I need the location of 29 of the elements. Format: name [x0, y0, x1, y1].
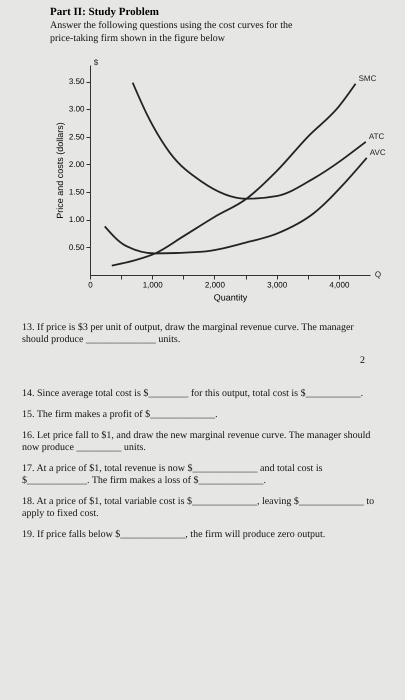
x-tick-label: 0 [88, 280, 94, 290]
y-tick-label: 2.50 [68, 132, 86, 142]
series-label: AVC [370, 148, 386, 157]
series-label: ATC [368, 132, 384, 141]
text: 19. If price falls below $_____________, the firm will produce zero output. [22, 529, 326, 541]
annotation: $ [94, 58, 99, 67]
text: 17. At a price of $1, total revenue is now $_____________ and total cost is $____________. The firm makes a loss of $_____________. [22, 463, 324, 487]
y-tick-label: 3.00 [68, 104, 86, 114]
y-tick-label: 3.50 [68, 77, 86, 86]
series-label: SMC [358, 74, 377, 83]
y-tick-label: 1.00 [68, 215, 86, 224]
x-tick-label: 2,000 [204, 280, 226, 290]
y-axis-title: Price and costs (dollars) [54, 122, 65, 219]
x-axis-title: Quantity [214, 292, 248, 302]
text: 16. Let price fall to $1, and draw the new marginal revenue curve. The manager should now produce _________ units. [22, 430, 372, 454]
y-tick-label: 1.50 [68, 188, 86, 197]
text: 13. If price is $3 per unit of output, draw the marginal revenue curve. The manager should produce ______________ units. [22, 322, 355, 346]
text: 2 [359, 355, 365, 366]
text: 14. Since average total cost is $________ for this output, total cost is $___________. [22, 388, 364, 400]
chart-subtitle: Answer the following questions using the cost curves for the price-taking firm shown in the figure below [50, 20, 294, 44]
y-tick-label: 0.50 [68, 242, 86, 252]
text: 18. At a price of $1, total variable cost is $_____________, leaving $_____________ to apply to fixed cost. [22, 496, 375, 520]
y-tick-label: 2.00 [68, 160, 86, 169]
x-tick-label: 1,000 [142, 280, 164, 290]
text: 15. The firm makes a profit of $_____________. [22, 409, 219, 421]
chart-title: Part II: Study Problem [50, 6, 159, 18]
x-tick-label: 4,000 [329, 280, 350, 290]
x-tick-label: 3,000 [267, 280, 288, 290]
text: Q [374, 270, 382, 279]
